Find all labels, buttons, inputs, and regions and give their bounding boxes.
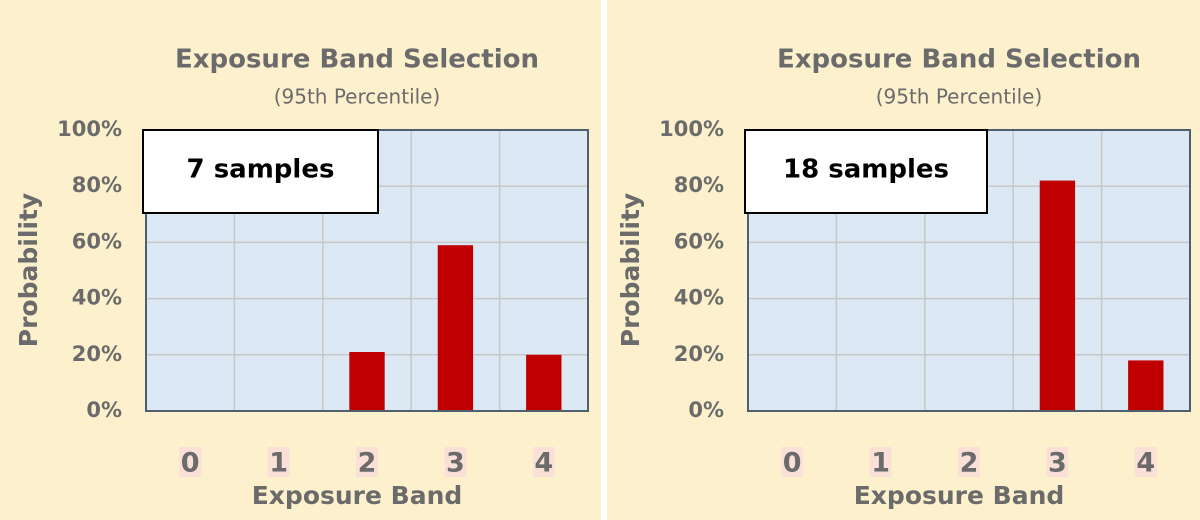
bar <box>349 351 385 411</box>
y-axis-label: Probability <box>616 193 645 347</box>
y-axis-label: Probability <box>14 193 43 347</box>
x-tick-label: 0 <box>181 448 200 479</box>
y-tick-label: 0% <box>688 398 724 422</box>
y-tick-label: 80% <box>72 173 122 197</box>
x-tick-label: 2 <box>960 448 979 479</box>
category-highlight <box>1046 447 1069 477</box>
chart-title: Exposure Band Selection <box>175 45 539 75</box>
chart-subtitle: (95th Percentile) <box>876 85 1043 109</box>
y-tick-label: 80% <box>674 173 724 197</box>
x-tick-label: 3 <box>446 448 465 479</box>
annotation-box <box>142 129 379 214</box>
category-highlight <box>532 447 555 477</box>
y-tick-label: 20% <box>72 342 122 366</box>
x-tick-label: 3 <box>1048 448 1067 479</box>
category-highlight <box>1134 447 1157 477</box>
x-tick-label: 2 <box>358 448 377 479</box>
category-highlight <box>267 447 290 477</box>
bar <box>1039 180 1076 411</box>
bar <box>526 354 562 411</box>
bar <box>437 245 474 411</box>
y-tick-label: 40% <box>72 286 122 310</box>
y-tick-label: 100% <box>659 117 724 141</box>
x-tick-label: 0 <box>783 448 802 479</box>
chart-title: Exposure Band Selection <box>777 45 1141 75</box>
category-highlight <box>356 447 378 477</box>
chart-subtitle: (95th Percentile) <box>274 85 441 109</box>
x-tick-label: 1 <box>269 448 288 479</box>
y-tick-label: 20% <box>674 342 724 366</box>
category-highlight <box>958 447 980 477</box>
y-tick-label: 100% <box>57 117 122 141</box>
annotation: 18 samples <box>783 155 949 185</box>
category-highlight <box>869 447 892 477</box>
x-axis-label: Exposure Band <box>854 481 1065 510</box>
x-tick-label: 1 <box>871 448 890 479</box>
x-tick-label: 4 <box>1136 448 1155 479</box>
category-highlight <box>179 447 202 477</box>
x-axis-label: Exposure Band <box>252 481 463 510</box>
annotation: 7 samples <box>187 155 335 185</box>
bar <box>1128 360 1164 411</box>
annotation-box <box>744 129 988 214</box>
y-tick-label: 0% <box>86 398 122 422</box>
x-tick-label: 4 <box>534 448 553 479</box>
category-highlight <box>444 447 467 477</box>
y-tick-label: 40% <box>674 286 724 310</box>
y-tick-label: 60% <box>72 229 122 253</box>
y-tick-label: 60% <box>674 229 724 253</box>
category-highlight <box>781 447 804 477</box>
